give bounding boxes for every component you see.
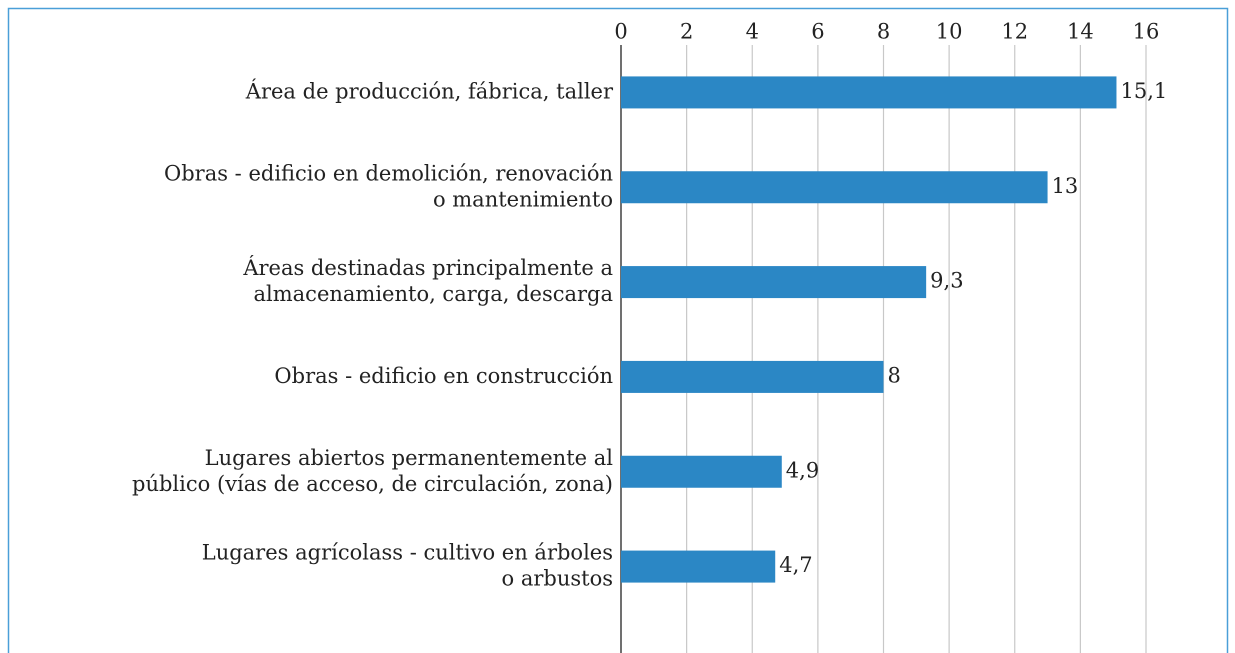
value-label: 13	[1052, 174, 1079, 198]
x-tick-label: 10	[936, 20, 963, 44]
x-tick-label: 16	[1133, 20, 1160, 44]
category-label: Áreas destinadas principalmente a almacen…	[242, 256, 613, 306]
value-label: 15,1	[1120, 79, 1167, 103]
x-tick-label: 2	[680, 20, 693, 44]
bar	[621, 550, 776, 583]
category-label-line: Obras - edificio en construcción	[274, 363, 613, 387]
bar	[621, 360, 884, 393]
category-label-line: Lugares agrícolass - cultivo en árboles	[202, 540, 613, 564]
x-tick-label: 8	[877, 20, 890, 44]
category-label: Lugares abiertos permanentemente al públi…	[132, 445, 613, 495]
x-tick-label: 12	[1001, 20, 1028, 44]
bar	[621, 171, 1048, 204]
value-label: 4,7	[779, 553, 812, 577]
value-label: 8	[888, 363, 901, 387]
category-label-line: o arbustos	[502, 566, 613, 590]
x-tick-label: 0	[614, 20, 627, 44]
category-label-line: almacenamiento, carga, descarga	[254, 282, 613, 306]
bar	[621, 455, 782, 488]
category-label: Obras - edificio en construcción	[274, 363, 613, 387]
value-label: 4,9	[786, 458, 819, 482]
category-label-line: Obras - edificio en demolición, renovaci…	[164, 161, 613, 185]
bar	[621, 76, 1117, 109]
category-label-line: público (vías de acceso, de circulación,…	[132, 471, 613, 495]
x-tick-label: 14	[1067, 20, 1094, 44]
category-label: Lugares agrícolass - cultivo en árboles o…	[202, 540, 613, 590]
category-label: Área de producción, fábrica, taller	[245, 79, 614, 103]
category-label-line: Lugares abiertos permanentemente al	[205, 445, 614, 469]
x-tick-label: 4	[746, 20, 759, 44]
category-label-line: Área de producción, fábrica, taller	[245, 79, 614, 103]
x-tick-label: 6	[811, 20, 824, 44]
frame	[7, 7, 1229, 653]
bar	[621, 266, 927, 299]
category-label-line: Áreas destinadas principalmente a	[242, 256, 613, 280]
category-label: Obras - edificio en demolición, renovaci…	[164, 161, 613, 211]
value-label: 9,3	[930, 269, 963, 293]
category-label-line: o mantenimiento	[433, 187, 613, 211]
